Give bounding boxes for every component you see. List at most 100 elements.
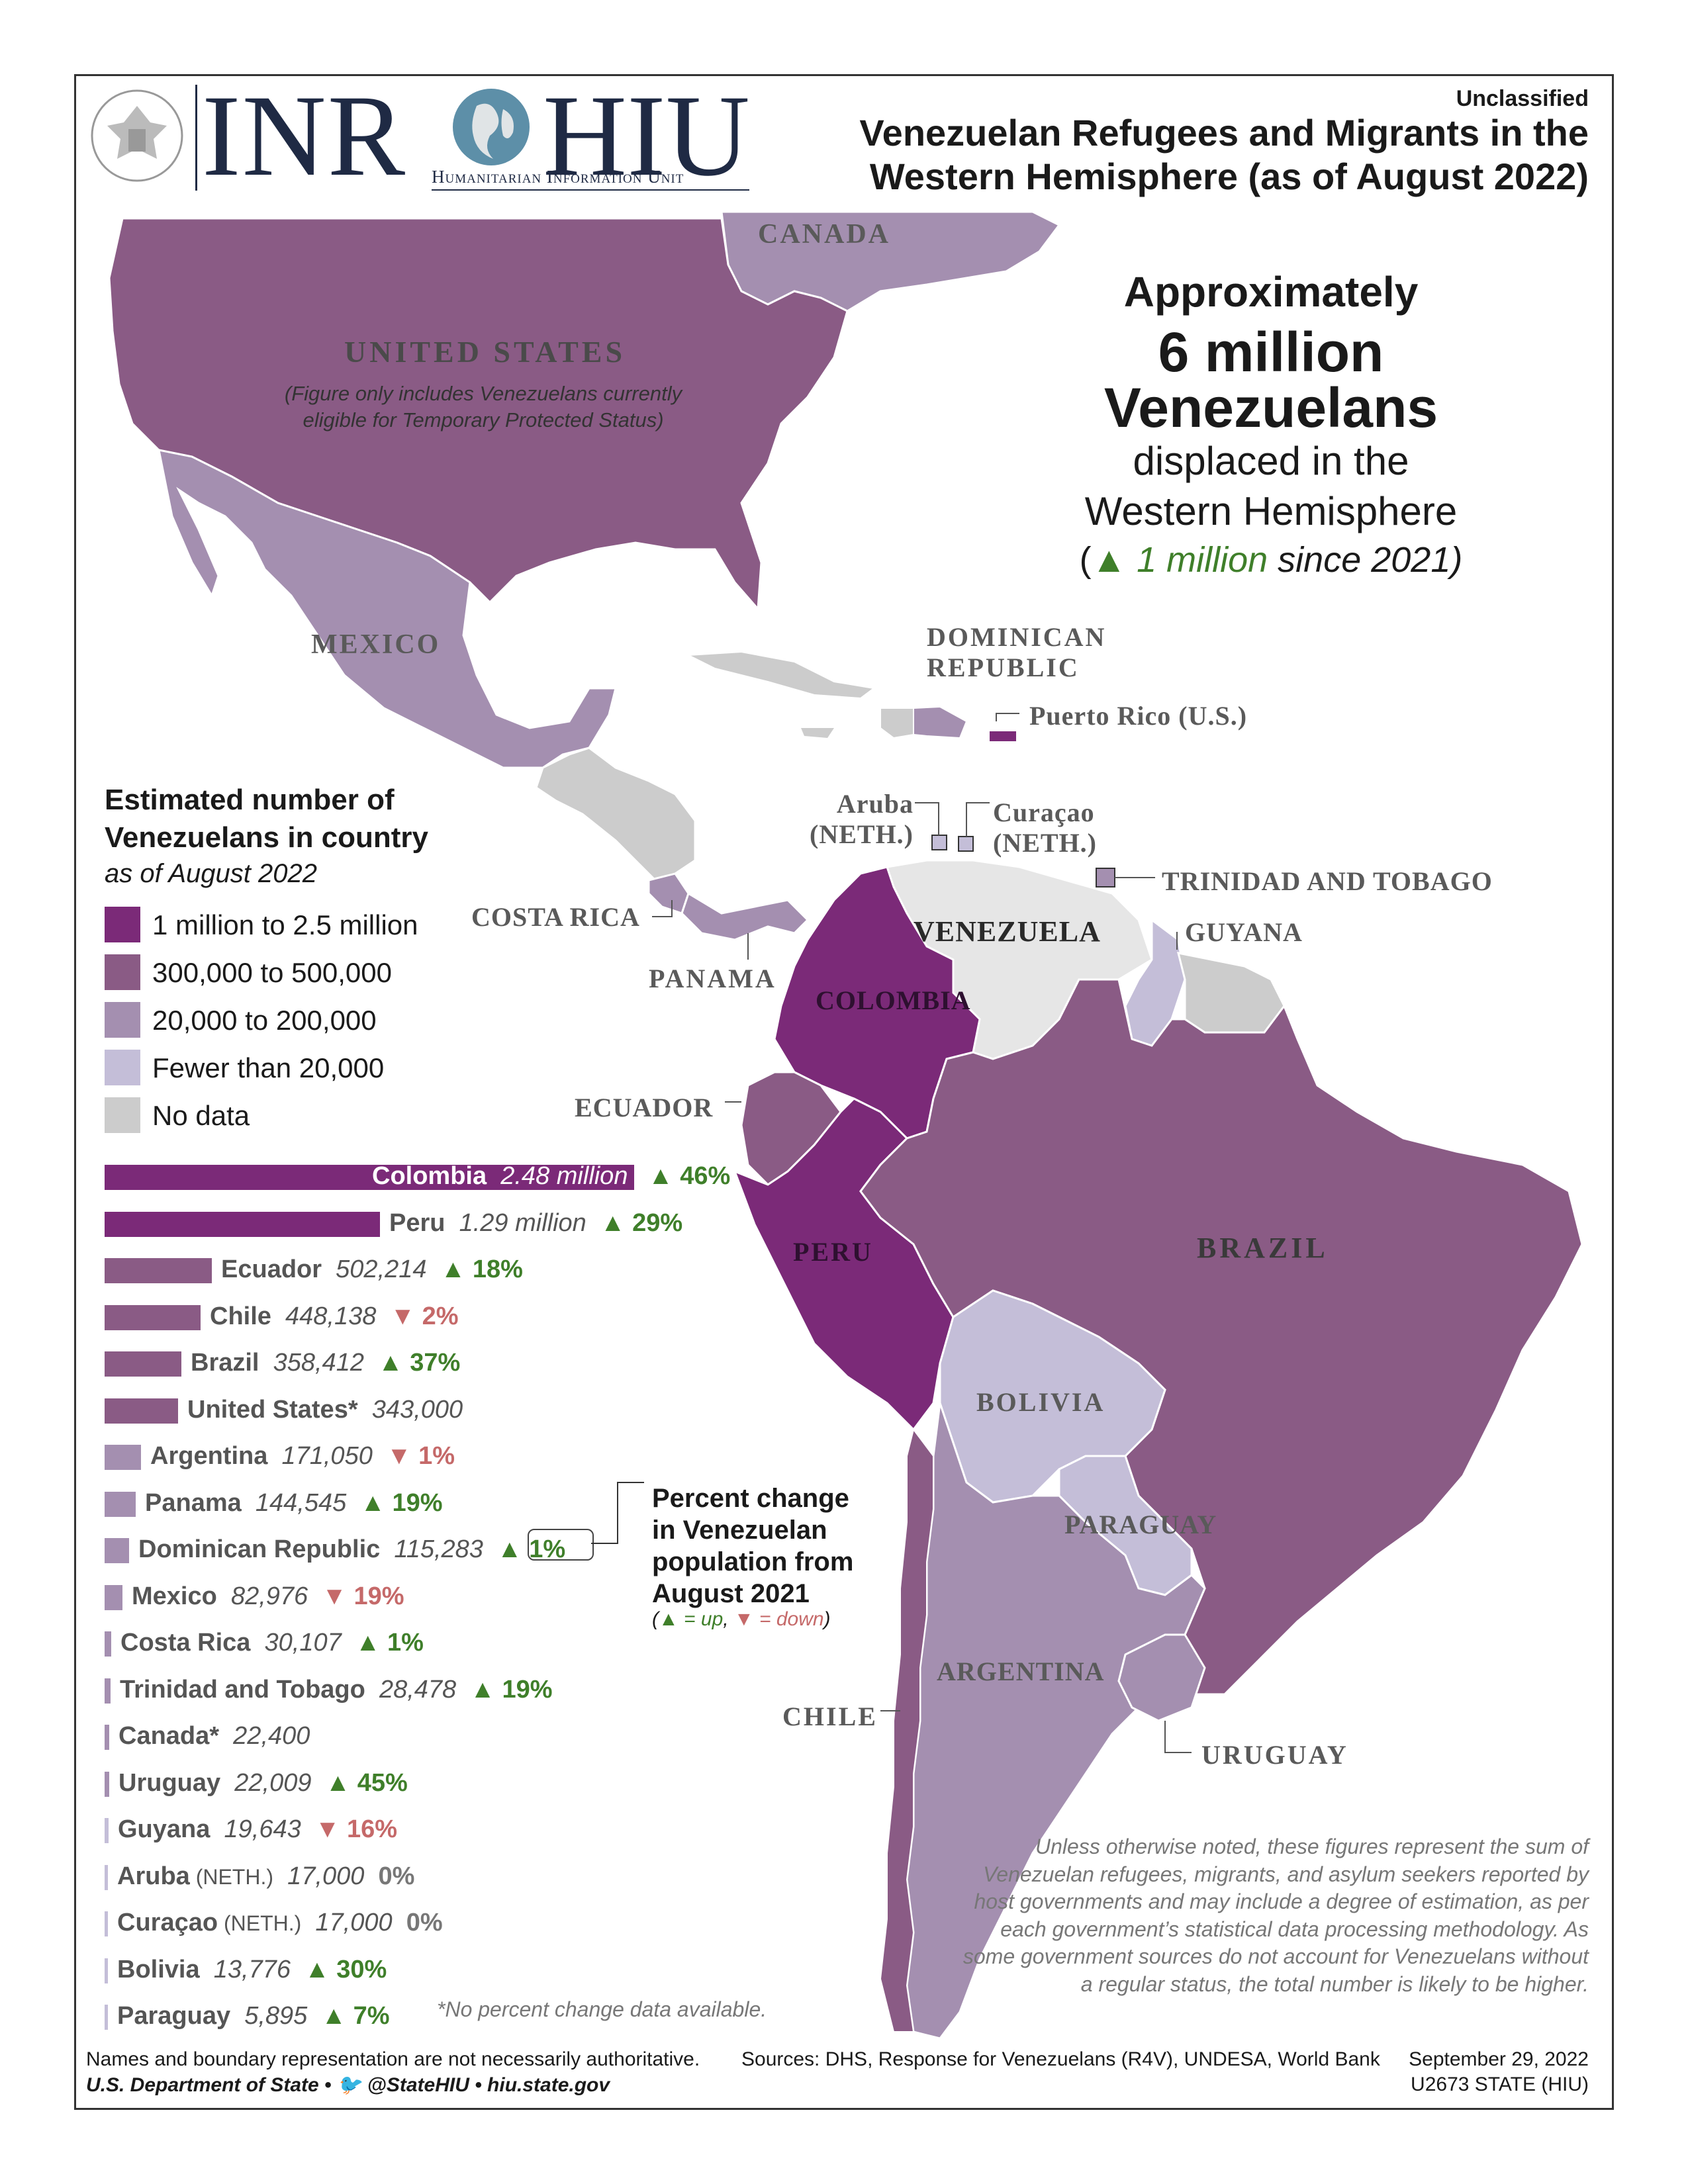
legend-label: 1 million to 2.5 million xyxy=(152,909,418,940)
country-value: 171,050 xyxy=(267,1442,373,1470)
country-name: Peru xyxy=(389,1208,445,1237)
country-name: Uruguay xyxy=(118,1768,221,1797)
country-value: 13,776 xyxy=(199,1955,291,1983)
bar-label: Paraguay 5,895 ▲ 7% xyxy=(117,2002,390,2030)
country-value: 82,976 xyxy=(216,1582,308,1610)
up-arrow-change: ▲ 1% xyxy=(483,1535,566,1563)
bar-label: Argentina 171,050 ▼ 1% xyxy=(150,1442,455,1471)
footer-date: September 29, 2022 xyxy=(1409,2048,1589,2070)
label-aruba-2: (NETH.) xyxy=(810,819,914,849)
down-arrow-change: ▼ 19% xyxy=(308,1582,404,1610)
footer-sources: Sources: DHS, Response for Venezuelans (… xyxy=(741,2048,1380,2070)
percent-change-title: Percent change in Venezuelan population … xyxy=(652,1482,853,1610)
label-paraguay: PARAGUAY xyxy=(1064,1510,1217,1539)
bar-argentina xyxy=(105,1445,141,1470)
bar-peru xyxy=(105,1211,380,1237)
label-canada: CANADA xyxy=(758,219,890,250)
us-note-line-1: (Figure only includes Venezuelans curren… xyxy=(284,382,682,405)
country-name: Trinidad and Tobago xyxy=(120,1675,365,1704)
bar-bolivia xyxy=(105,1958,108,1983)
bar-label: Canada* 22,400 xyxy=(118,1722,310,1751)
pc-line-1: Percent change xyxy=(652,1484,849,1513)
map-mexico xyxy=(158,449,617,769)
country-name: Aruba xyxy=(117,1862,190,1890)
inr-logo: INR xyxy=(202,71,407,201)
up-arrow-change: ▲ 1% xyxy=(341,1629,424,1657)
legend-title-2: Venezuelans in country xyxy=(105,821,429,854)
country-suffix: (NETH.) xyxy=(218,1911,302,1935)
map-jamaica xyxy=(801,728,834,738)
down-arrow-change: ▼ 16% xyxy=(301,1815,398,1843)
leader-puerto-rico xyxy=(996,713,1019,721)
label-trinidad: TRINIDAD AND TOBAGO xyxy=(1162,866,1493,896)
down-arrow-change: ▼ 1% xyxy=(372,1442,455,1470)
country-name: Brazil xyxy=(191,1349,259,1377)
bar-chile xyxy=(105,1304,201,1330)
country-value: 22,400 xyxy=(219,1722,310,1750)
bar-label: Ecuador 502,214 ▲ 18% xyxy=(221,1255,523,1284)
label-argentina: ARGENTINA xyxy=(937,1657,1105,1686)
label-aruba-1: Aruba xyxy=(836,789,914,819)
bar-uruguay xyxy=(105,1771,109,1797)
label-guyana: GUYANA xyxy=(1185,917,1303,947)
bar-costa-rica xyxy=(105,1631,111,1657)
map-costa-rica xyxy=(647,872,690,915)
bar-aruba xyxy=(105,1864,108,1890)
methodology-note: Unless otherwise noted, these figures re… xyxy=(962,1835,1589,1996)
bar-label: Chile 448,138 ▼ 2% xyxy=(210,1302,459,1331)
bar-panama xyxy=(105,1491,136,1517)
footer-code: U2673 STATE (HIU) xyxy=(1411,2073,1589,2095)
map-curacao xyxy=(958,836,974,852)
map-uruguay xyxy=(1117,1633,1206,1722)
bar-ecuador xyxy=(105,1258,212,1283)
label-colombia: COLOMBIA xyxy=(816,985,971,1015)
bar-label: Curaçao (NETH.) 17,000 0% xyxy=(117,1909,443,1937)
country-name: Colombia xyxy=(372,1162,487,1190)
country-name: Argentina xyxy=(150,1442,268,1470)
legend-swatch xyxy=(105,1050,140,1085)
country-name: Chile xyxy=(210,1302,271,1330)
pc-line-2: in Venezuelan xyxy=(652,1516,827,1545)
label-uruguay: URUGUAY xyxy=(1201,1740,1348,1770)
globe-icon xyxy=(453,89,530,165)
country-bar-list: Colombia 2.48 million ▲ 46% Peru 1.29 mil… xyxy=(0,0,730,2030)
country-name: Guyana xyxy=(118,1815,211,1843)
country-name: Curaçao xyxy=(117,1909,218,1936)
label-curacao-2: (NETH.) xyxy=(993,828,1097,858)
label-bolivia: BOLIVIA xyxy=(976,1387,1105,1417)
leader-curacao xyxy=(966,802,990,837)
country-name: Bolivia xyxy=(117,1955,200,1983)
pc-open: ( xyxy=(652,1608,659,1630)
us-note-line-2: eligible for Temporary Protected Status) xyxy=(303,408,664,432)
headline-change-value: 1 million xyxy=(1137,540,1268,580)
map-cuba xyxy=(686,651,876,700)
legend-swatch xyxy=(105,1002,140,1038)
leader-aruba xyxy=(915,802,939,835)
country-value: 17,000 xyxy=(301,1909,393,1936)
label-panama: PANAMA xyxy=(649,964,776,993)
map-haiti xyxy=(880,707,914,739)
header-divider xyxy=(195,85,197,191)
bar-guyana xyxy=(105,1818,109,1843)
pc-down-key: ▼ = down xyxy=(733,1608,824,1630)
country-name: Ecuador xyxy=(221,1255,322,1283)
bar-label: Bolivia 13,776 ▲ 30% xyxy=(117,1956,387,1984)
country-name: Paraguay xyxy=(117,2002,231,2030)
country-value: 19,643 xyxy=(210,1815,301,1843)
page-frame xyxy=(74,74,1614,2110)
up-arrow-change: ▲ 18% xyxy=(426,1255,523,1283)
label-peru: PERU xyxy=(793,1237,873,1267)
label-curacao-1: Curaçao xyxy=(993,797,1095,827)
map-puerto-rico xyxy=(990,731,1016,741)
up-arrow-change: ▲ 46% xyxy=(634,1162,731,1190)
up-arrow-change: 0% xyxy=(392,1909,443,1936)
country-value: 5,895 xyxy=(230,2002,308,2030)
legend-swatch xyxy=(105,954,140,990)
us-note: (Figure only includes Venezuelans curren… xyxy=(252,381,715,434)
bar-label: Uruguay 22,009 ▲ 45% xyxy=(118,1769,408,1797)
map-dominican-republic xyxy=(913,705,968,739)
bar-label: United States* 343,000 xyxy=(187,1396,463,1424)
bar-trinidad-and-tobago xyxy=(105,1678,111,1704)
legend-label: 300,000 to 500,000 xyxy=(152,957,393,988)
